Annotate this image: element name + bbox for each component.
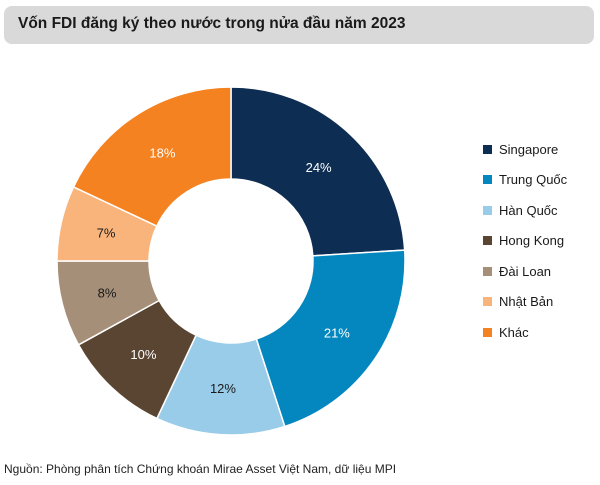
donut-slice-6: [72, 86, 232, 228]
legend-item-6: Khác: [483, 317, 567, 348]
legend-label: Đài Loan: [499, 263, 552, 279]
donut-slice-1: [255, 249, 406, 428]
slice-value-label-1: 21%: [324, 325, 350, 340]
legend-swatch: [483, 297, 492, 307]
legend-swatch: [483, 144, 492, 154]
legend-label: Hong Kong: [499, 233, 565, 249]
legend-item-0: Singapore: [483, 134, 567, 165]
legend-label: Nhật Bản: [499, 294, 554, 310]
chart-title: Vốn FDI đăng ký theo nước trong nửa đầu …: [18, 15, 406, 32]
title-bar: Vốn FDI đăng ký theo nước trong nửa đầu …: [4, 6, 594, 44]
legend-swatch: [483, 175, 492, 185]
legend-label: Trung Quốc: [499, 172, 568, 188]
slice-value-label-0: 24%: [306, 160, 332, 175]
legend-label: Singapore: [499, 141, 559, 157]
legend-swatch: [483, 266, 492, 276]
legend-label: Hàn Quốc: [499, 202, 558, 218]
legend-item-2: Hàn Quốc: [483, 195, 567, 226]
legend-item-5: Nhật Bản: [483, 287, 567, 318]
legend-swatch: [483, 236, 492, 246]
donut-slice-0: [230, 86, 406, 257]
slice-value-label-3: 10%: [130, 347, 156, 362]
source-note: Nguồn: Phòng phân tích Chứng khoán Mirae…: [4, 462, 397, 476]
legend: Singapore Trung Quốc Hàn Quốc Hong Kong Đài …: [483, 134, 567, 348]
legend-item-1: Trung Quốc: [483, 165, 567, 196]
legend-swatch: [483, 205, 492, 215]
slice-value-label-6: 18%: [149, 145, 175, 160]
legend-item-4: Đài Loan: [483, 256, 567, 287]
slice-value-label-5: 7%: [97, 226, 116, 241]
legend-item-3: Hong Kong: [483, 226, 567, 257]
slice-value-label-2: 12%: [210, 381, 236, 396]
slice-value-label-4: 8%: [98, 285, 117, 300]
legend-label: Khác: [499, 324, 529, 340]
legend-swatch: [483, 327, 492, 337]
